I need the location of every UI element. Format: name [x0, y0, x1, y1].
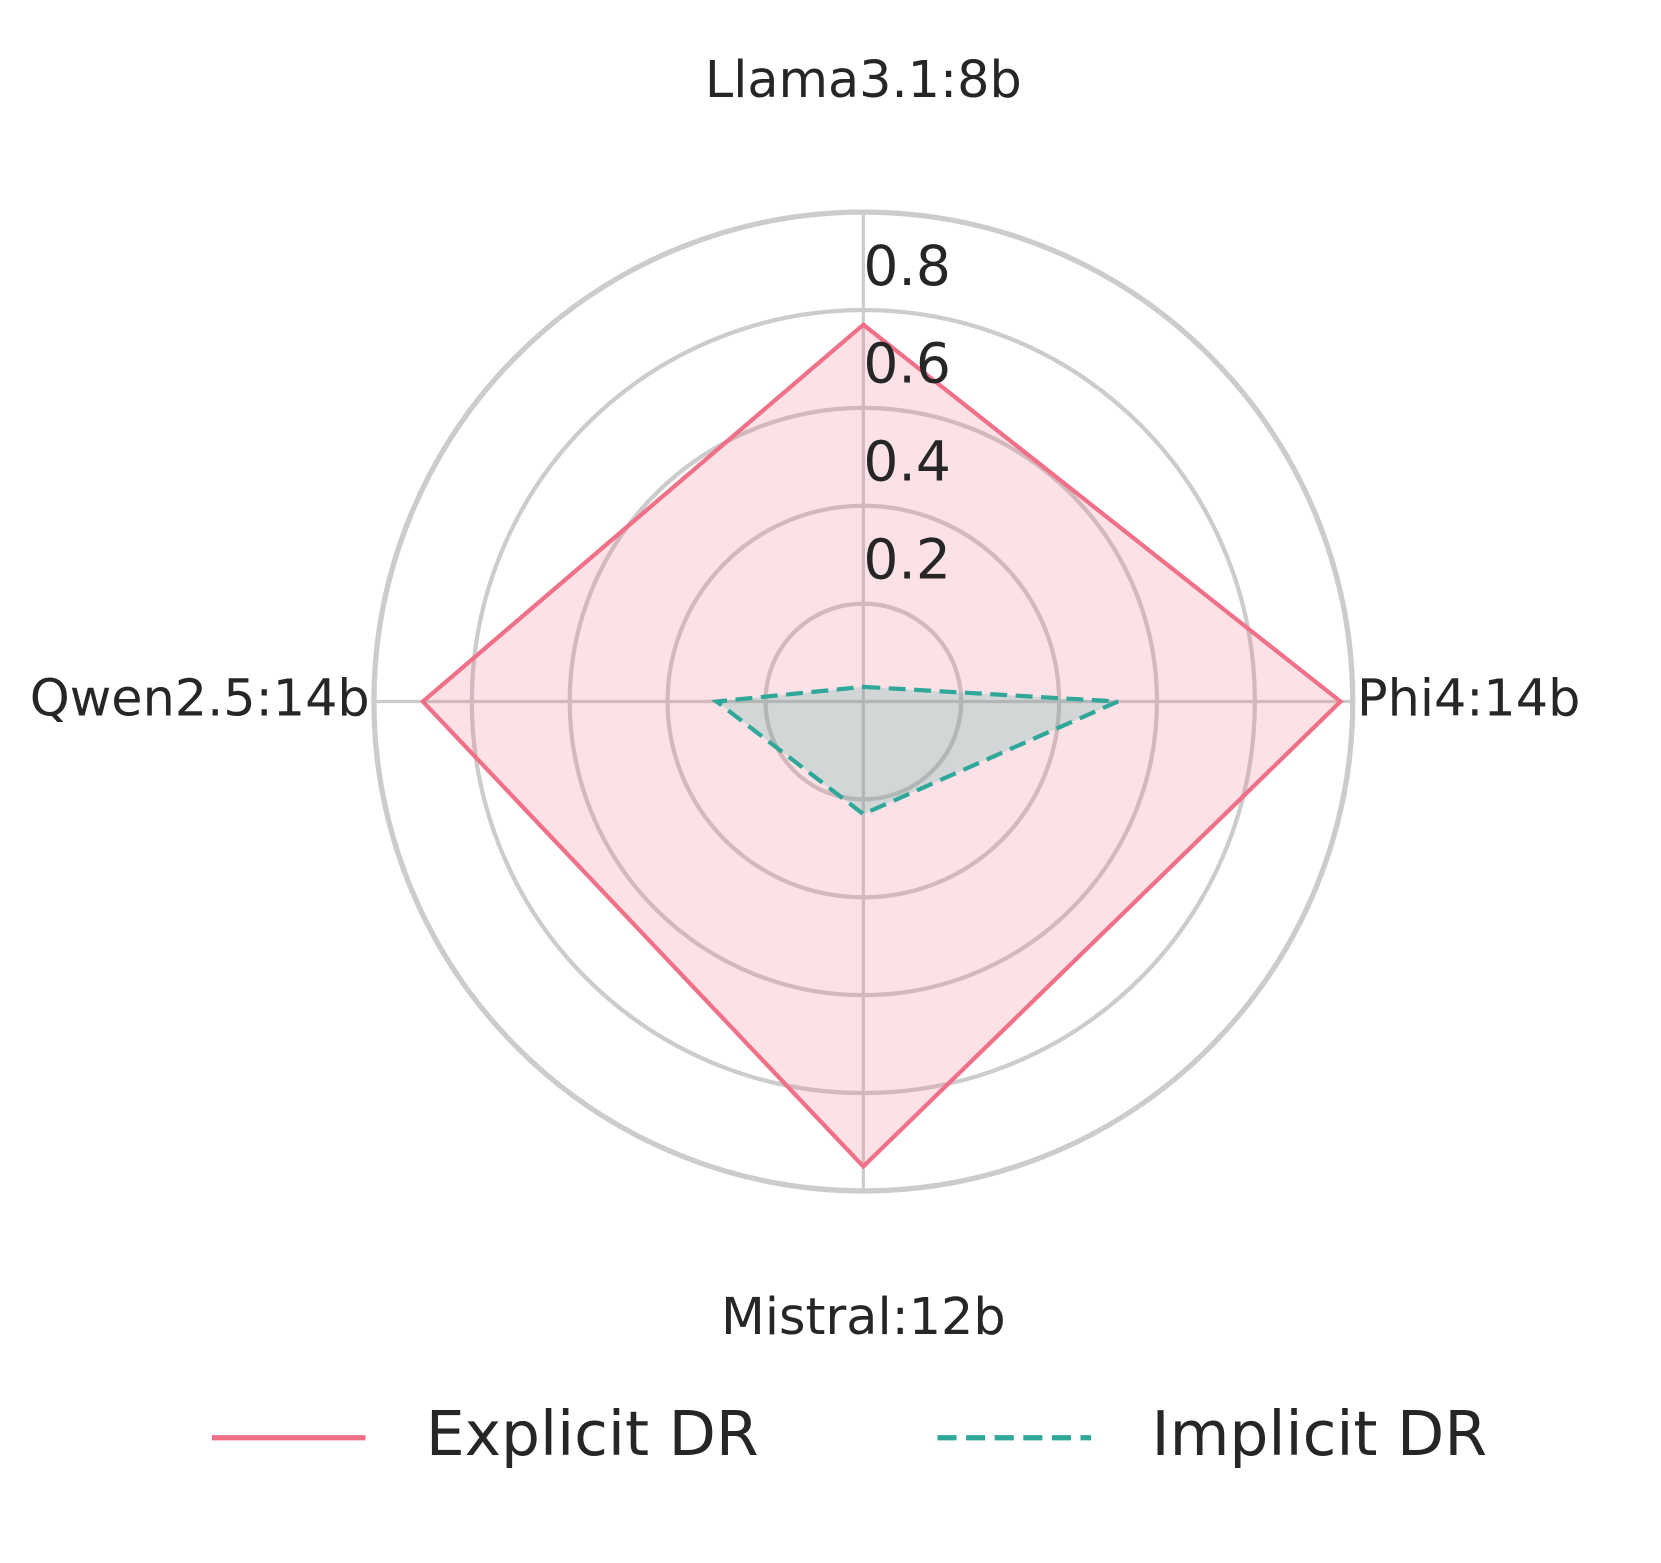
legend-label: Implicit DR: [1151, 1399, 1487, 1470]
r-tick-label: 0.8: [863, 234, 951, 298]
series-line: [419, 321, 1344, 1170]
category-label: Mistral:12b: [721, 1287, 1006, 1346]
series-area: [716, 686, 1118, 815]
series-area: [422, 324, 1341, 1167]
category-label: Phi4:14b: [1357, 669, 1580, 728]
category-label: Qwen2.5:14b: [30, 669, 370, 728]
r-tick-label: 0.2: [863, 528, 951, 592]
r-tick-label: 0.4: [863, 430, 951, 494]
series-line: [710, 684, 1119, 817]
r-tick-label: 0.6: [863, 332, 951, 396]
category-label: Llama3.1:8b: [705, 50, 1022, 109]
legend-label: Explicit DR: [426, 1399, 759, 1470]
